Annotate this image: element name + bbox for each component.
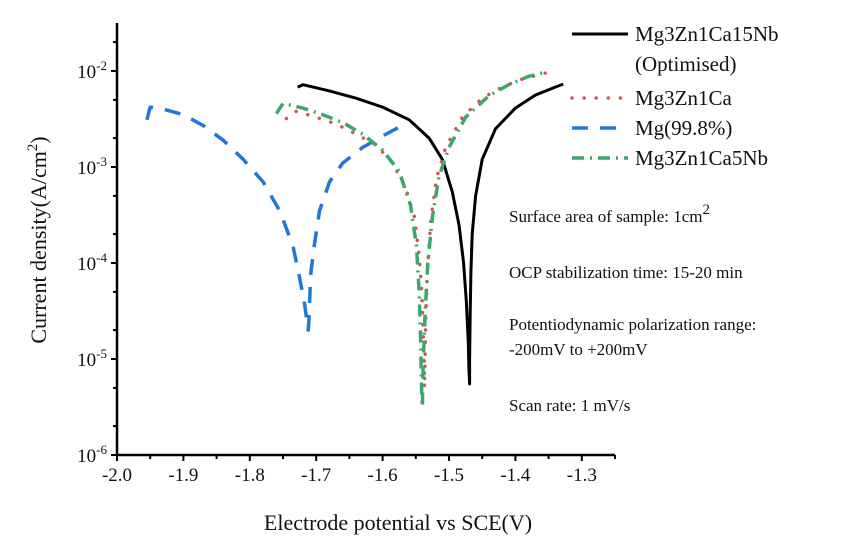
x-tick-label: -1.7: [301, 465, 331, 486]
axes-layer: -2.0 -1.9 -1.8 -1.7 -1.6 -1.5 -1.4 -1.3 10-6 10-5…: [77, 23, 616, 486]
legend: Mg3Zn1Ca15Nb (Optimised) Mg3Zn1Ca Mg(99.8%)…: [570, 22, 779, 170]
y-axis-title: Current density(A/cm2): [25, 136, 51, 343]
legend-label-0: Mg3Zn1Ca15Nb: [635, 22, 779, 46]
annotation-text: -200mV to +200mV: [509, 340, 648, 359]
y-tick-label: 10-6: [77, 442, 107, 467]
y-tick-label: 10-3: [77, 154, 107, 179]
x-tick-label: -1.4: [500, 465, 531, 486]
x-tick-label: -1.5: [434, 465, 464, 486]
curves-layer: [145, 70, 564, 409]
annotation-text: OCP stabilization time: 15-20 min: [509, 263, 743, 282]
legend-label-3: Mg3Zn1Ca5Nb: [635, 146, 768, 170]
x-tick-label: -1.8: [235, 465, 265, 486]
y-tick-label: 10-2: [77, 58, 107, 83]
annotation-text: Scan rate: 1 mV/s: [509, 396, 630, 415]
annotation-text: Potentiodynamic polarization range:: [509, 315, 756, 334]
x-tick-label: -2.0: [102, 465, 132, 486]
y-tick-label: 10-4: [77, 250, 107, 275]
annotations: Surface area of sample: 1cm2 OCP stabiliz…: [509, 202, 756, 415]
series-line-1: [284, 71, 548, 390]
x-tick-label: -1.9: [168, 465, 198, 486]
series-line-3: [274, 70, 546, 409]
legend-label-1: Mg3Zn1Ca: [635, 86, 733, 110]
x-axis-title: Electrode potential vs SCE(V): [264, 510, 532, 535]
legend-label-0-line2: (Optimised): [635, 52, 736, 76]
y-tick-label: 10-5: [77, 346, 107, 371]
series-line-0: [296, 82, 564, 386]
legend-label-2: Mg(99.8%): [635, 116, 732, 140]
series-line-2: [145, 105, 401, 332]
x-tick-label: -1.6: [368, 465, 398, 486]
annotation-text: Surface area of sample: 1cm2: [509, 202, 710, 226]
x-tick-label: -1.3: [567, 465, 597, 486]
